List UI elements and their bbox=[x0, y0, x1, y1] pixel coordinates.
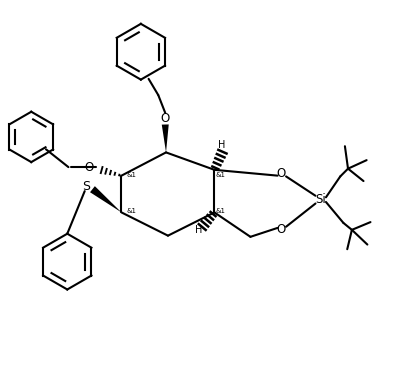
Text: &1: &1 bbox=[216, 172, 226, 178]
Polygon shape bbox=[90, 186, 121, 213]
Text: &1: &1 bbox=[126, 172, 136, 178]
Text: &1: &1 bbox=[216, 208, 226, 214]
Text: &1: &1 bbox=[126, 208, 136, 214]
Text: H: H bbox=[195, 225, 203, 235]
Text: O: O bbox=[277, 223, 286, 236]
Text: O: O bbox=[161, 112, 170, 125]
Text: S: S bbox=[82, 180, 90, 193]
Text: H: H bbox=[218, 140, 225, 150]
Text: Si: Si bbox=[316, 193, 326, 206]
Polygon shape bbox=[162, 124, 169, 152]
Text: O: O bbox=[85, 161, 94, 174]
Text: O: O bbox=[277, 167, 286, 180]
